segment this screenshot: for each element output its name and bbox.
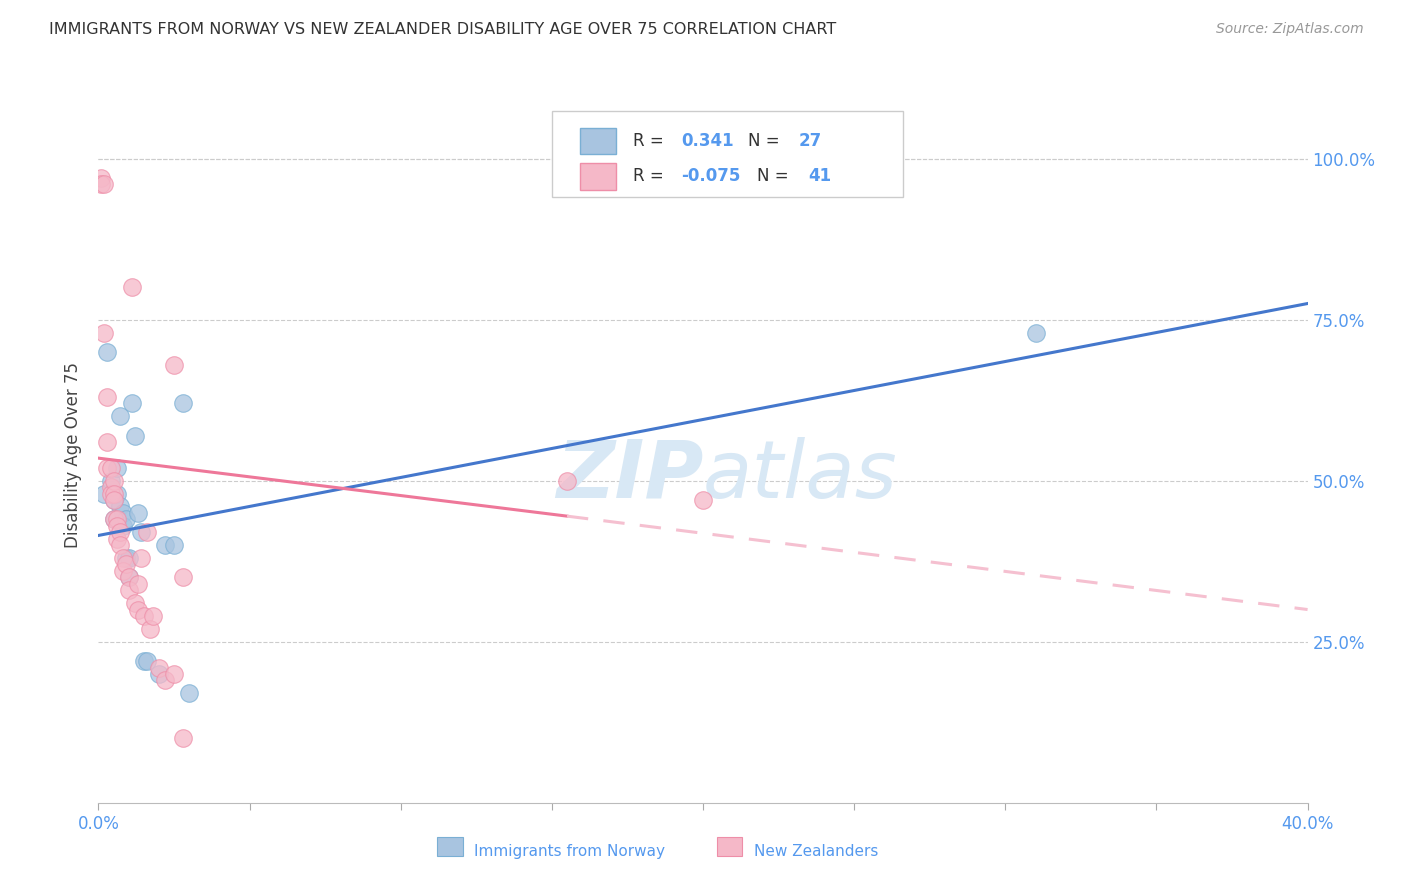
Point	[163, 667, 186, 681]
Point	[139, 622, 162, 636]
Point	[129, 551, 152, 566]
Point	[124, 428, 146, 442]
Point	[135, 525, 157, 540]
Point	[90, 170, 112, 185]
Point	[93, 326, 115, 340]
Point	[105, 486, 128, 500]
Point	[111, 551, 134, 566]
Point	[172, 731, 194, 746]
Point	[1024, 326, 1046, 340]
Text: 27: 27	[799, 132, 821, 150]
Point	[135, 654, 157, 668]
Point	[127, 576, 149, 591]
Point	[96, 390, 118, 404]
Text: N =: N =	[758, 168, 794, 186]
Point	[118, 570, 141, 584]
Y-axis label: Disability Age Over 75: Disability Age Over 75	[65, 362, 83, 548]
Text: Source: ZipAtlas.com: Source: ZipAtlas.com	[1216, 22, 1364, 37]
Point	[100, 486, 122, 500]
Point	[103, 512, 125, 526]
Point	[96, 344, 118, 359]
Point	[692, 493, 714, 508]
Point	[114, 512, 136, 526]
Point	[121, 396, 143, 410]
FancyBboxPatch shape	[553, 111, 903, 197]
Point	[103, 493, 125, 508]
Text: R =: R =	[633, 168, 669, 186]
Point	[111, 518, 134, 533]
Point	[172, 570, 194, 584]
Point	[90, 178, 112, 192]
Point	[96, 460, 118, 475]
Text: Immigrants from Norway: Immigrants from Norway	[474, 845, 665, 859]
Point	[103, 493, 125, 508]
Point	[132, 609, 155, 624]
Text: IMMIGRANTS FROM NORWAY VS NEW ZEALANDER DISABILITY AGE OVER 75 CORRELATION CHART: IMMIGRANTS FROM NORWAY VS NEW ZEALANDER …	[49, 22, 837, 37]
Text: atlas: atlas	[703, 437, 898, 515]
Point	[108, 500, 131, 514]
Point	[163, 358, 186, 372]
Point	[148, 667, 170, 681]
Text: New Zealanders: New Zealanders	[754, 845, 877, 859]
Point	[129, 525, 152, 540]
Point	[105, 460, 128, 475]
Point	[127, 506, 149, 520]
Point	[96, 435, 118, 450]
Point	[118, 583, 141, 598]
Point	[108, 525, 131, 540]
Point	[100, 460, 122, 475]
Point	[111, 564, 134, 578]
Point	[118, 551, 141, 566]
Point	[142, 609, 165, 624]
Point	[105, 518, 128, 533]
FancyBboxPatch shape	[579, 163, 616, 190]
Point	[121, 280, 143, 294]
Text: -0.075: -0.075	[682, 168, 741, 186]
Point	[114, 551, 136, 566]
Point	[93, 486, 115, 500]
Point	[148, 660, 170, 674]
Point	[163, 538, 186, 552]
Point	[153, 673, 176, 688]
Point	[103, 474, 125, 488]
Text: 0.341: 0.341	[682, 132, 734, 150]
Point	[100, 474, 122, 488]
Point	[93, 178, 115, 192]
Point	[103, 486, 125, 500]
Point	[172, 396, 194, 410]
Point	[124, 596, 146, 610]
Point	[118, 570, 141, 584]
Text: ZIP: ZIP	[555, 437, 703, 515]
Point	[108, 409, 131, 424]
Point	[100, 480, 122, 494]
Point	[555, 474, 578, 488]
Point	[111, 506, 134, 520]
Point	[105, 532, 128, 546]
Point	[105, 512, 128, 526]
Point	[179, 686, 201, 700]
Text: R =: R =	[633, 132, 669, 150]
Point	[127, 602, 149, 616]
Point	[114, 558, 136, 572]
Point	[108, 538, 131, 552]
FancyBboxPatch shape	[579, 128, 616, 154]
Text: 41: 41	[808, 168, 831, 186]
Point	[153, 538, 176, 552]
Point	[103, 512, 125, 526]
Point	[132, 654, 155, 668]
Text: N =: N =	[748, 132, 785, 150]
